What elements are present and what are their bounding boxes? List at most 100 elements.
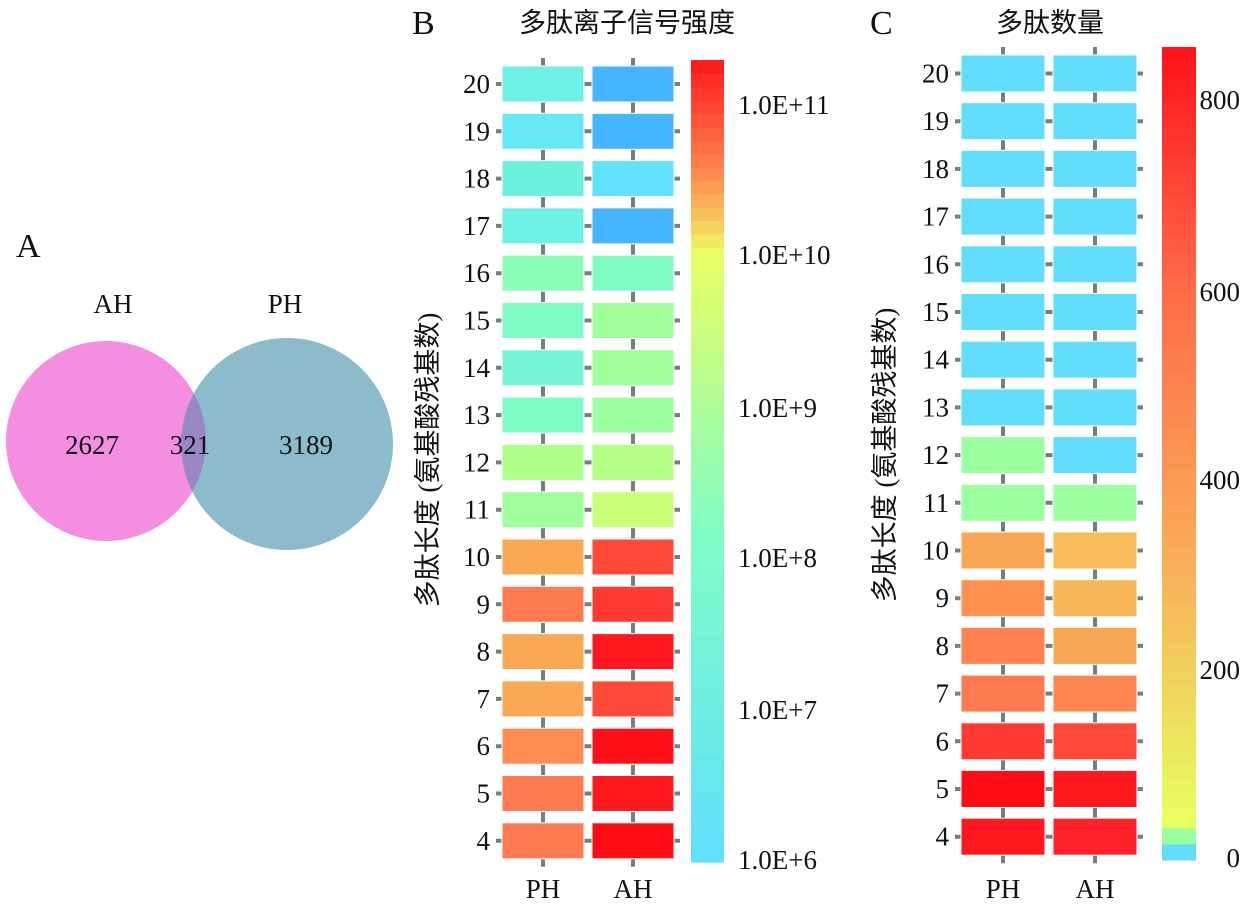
heatmap-cell — [591, 822, 675, 860]
colorbar-segment — [1162, 453, 1196, 468]
heatmap-cell — [591, 254, 675, 292]
panel-label-c: C — [870, 5, 893, 42]
y-tick-label: 14 — [922, 345, 950, 375]
y-tick-label: 12 — [922, 440, 949, 470]
colorbar-segment — [1162, 399, 1196, 414]
heatmap-cell — [591, 349, 675, 387]
colorbar-segment — [691, 688, 724, 703]
panel-label-a: A — [16, 228, 41, 265]
heatmap-cell — [591, 443, 675, 481]
colorbar-segment — [1162, 372, 1196, 387]
heatmap-cell — [960, 293, 1046, 331]
colorbar-segment — [691, 848, 724, 863]
colorbar-tick-label: 1.0E+8 — [738, 543, 817, 573]
venn-circle-ph — [181, 338, 393, 550]
colorbar-segment — [1162, 521, 1196, 536]
colorbar-segment — [691, 728, 724, 743]
colorbar-segment — [1162, 575, 1196, 590]
heatmap-cell — [501, 112, 585, 150]
heatmap-cell — [591, 585, 675, 623]
heatmap-cell — [960, 197, 1046, 236]
panel-a-venn: A AH PH 2627 321 3189 — [6, 228, 393, 550]
colorbar-segment — [691, 661, 724, 676]
colorbar-segment — [1162, 805, 1196, 820]
colorbar-segment — [691, 420, 724, 435]
y-tick-label: 18 — [922, 154, 949, 184]
y-tick-label: 20 — [922, 59, 949, 89]
heatmap-cell — [1052, 531, 1138, 570]
heatmap-cell — [1052, 436, 1138, 475]
heatmap-cell — [960, 674, 1046, 713]
colorbar-segment — [1162, 426, 1196, 441]
heatmap-cell — [1052, 817, 1138, 856]
colorbar-segment — [691, 313, 724, 328]
y-tick-label: 10 — [922, 536, 949, 566]
colorbar-segment — [691, 608, 724, 622]
y-tick-label: 14 — [463, 353, 491, 383]
colorbar-segment — [1162, 439, 1196, 455]
heatmap-cell — [1052, 483, 1138, 522]
colorbar-segment — [1162, 819, 1196, 829]
heatmap-cell — [1052, 197, 1138, 236]
colorbar-segment — [1162, 670, 1196, 685]
colorbar-segment — [1162, 141, 1196, 156]
y-tick-label: 19 — [463, 116, 490, 146]
colorbar-segment — [1162, 602, 1196, 617]
heatmap-cell — [501, 443, 585, 481]
colorbar-segment — [691, 180, 724, 195]
heatmap-cell — [591, 207, 675, 245]
panel-c-ylabel: 多肽长度 (氨基酸残基数) — [870, 308, 900, 603]
panel-b-ylabel: 多肽长度 (氨基酸残基数) — [413, 313, 443, 608]
colorbar-segment — [1162, 827, 1196, 845]
y-tick-label: 20 — [463, 69, 490, 99]
colorbar-tick-label: 1.0E+6 — [738, 845, 817, 875]
y-tick-label: 19 — [922, 106, 949, 136]
heatmap-cell — [501, 822, 585, 860]
colorbar-segment — [1162, 331, 1196, 346]
colorbar-tick-label: 1.0E+11 — [738, 90, 829, 120]
colorbar-segment — [691, 273, 724, 288]
y-tick-label: 17 — [922, 202, 949, 232]
heatmap-cell — [960, 531, 1046, 570]
colorbar-segment — [691, 581, 724, 596]
colorbar-tick-label: 400 — [1200, 465, 1241, 495]
colorbar-segment — [691, 674, 724, 689]
heatmap-cell — [1052, 54, 1138, 93]
heatmap-cell — [591, 65, 675, 103]
heatmap-cell — [501, 727, 585, 765]
colorbar-segment — [1162, 480, 1196, 495]
heatmap-cell — [960, 626, 1046, 665]
colorbar-segment — [691, 220, 724, 235]
colorbar-segment — [1162, 358, 1196, 373]
x-tick-label: AH — [1076, 874, 1115, 904]
colorbar-segment — [1162, 616, 1196, 631]
colorbar-segment — [691, 166, 724, 181]
heatmap-cell — [501, 775, 585, 812]
colorbar-segment — [691, 207, 724, 221]
heatmap-cell — [591, 633, 675, 671]
colorbar-segment — [691, 327, 724, 342]
colorbar-segment — [691, 461, 724, 475]
y-tick-label: 10 — [463, 542, 490, 572]
colorbar-segment — [1162, 697, 1196, 712]
colorbar-segment — [691, 126, 724, 141]
colorbar-tick-label: 200 — [1200, 655, 1241, 685]
colorbar-segment — [1162, 589, 1196, 604]
colorbar-segment — [691, 354, 724, 369]
panel-label-b: B — [412, 5, 435, 42]
heatmap-cell — [1052, 293, 1138, 331]
colorbar-segment — [691, 648, 724, 663]
y-tick-label: 7 — [477, 684, 491, 714]
heatmap-cell — [960, 388, 1046, 427]
heatmap-cell — [960, 722, 1046, 761]
colorbar-segment — [691, 247, 724, 262]
colorbar-segment — [691, 821, 724, 836]
colorbar-segment — [1162, 656, 1196, 671]
x-tick-label: PH — [986, 874, 1021, 904]
colorbar-segment — [691, 567, 724, 582]
colorbar-segment — [691, 541, 724, 556]
y-tick-label: 13 — [463, 400, 490, 430]
heatmap-cell — [960, 54, 1046, 93]
y-tick-label: 6 — [936, 726, 950, 756]
heatmap-cell — [1052, 340, 1138, 379]
